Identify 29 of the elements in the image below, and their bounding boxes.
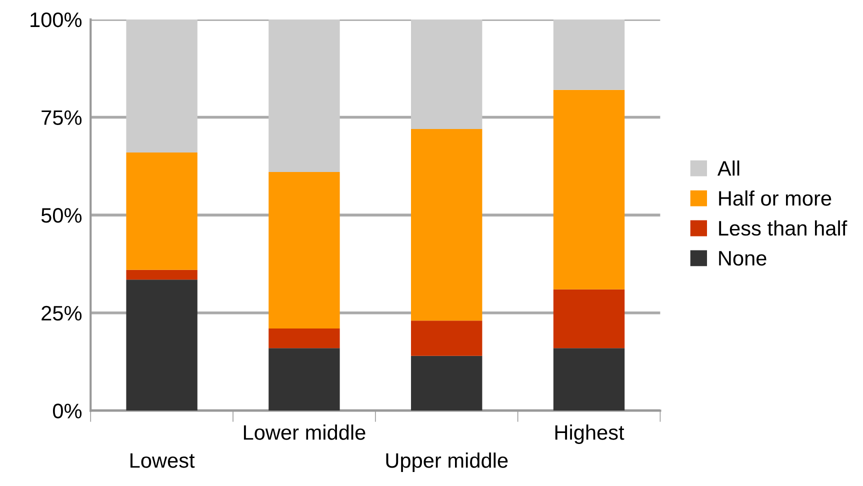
bar <box>553 348 625 411</box>
legend-label: Less than half <box>719 220 848 236</box>
y-tick-label: 100% <box>30 12 82 28</box>
bar <box>411 19 482 129</box>
x-tick-label: Upper middle <box>386 452 508 472</box>
bar <box>268 19 340 172</box>
bar <box>553 19 625 90</box>
y-tick-label: 0% <box>52 404 82 418</box>
bar <box>411 128 482 321</box>
bar <box>126 280 198 411</box>
bar <box>126 152 198 270</box>
y-tick-label: 25% <box>42 306 82 321</box>
legend-label: Half or more <box>719 190 832 206</box>
bar <box>268 172 340 329</box>
bar <box>268 328 340 348</box>
legend-label: None <box>719 251 766 266</box>
bar <box>553 289 625 348</box>
y-tick-label: 75% <box>42 110 82 125</box>
legend-label: All <box>717 160 740 176</box>
y-tick-label: 50% <box>41 208 82 223</box>
bar <box>126 19 198 152</box>
x-tick-label: Highest <box>555 424 624 444</box>
x-tick-label: Lowest <box>130 453 195 468</box>
bar <box>126 270 198 280</box>
bar <box>553 90 625 290</box>
bar <box>411 320 482 356</box>
bar <box>268 348 340 411</box>
bar <box>411 356 482 411</box>
x-tick-label: Lower middle <box>244 424 366 440</box>
